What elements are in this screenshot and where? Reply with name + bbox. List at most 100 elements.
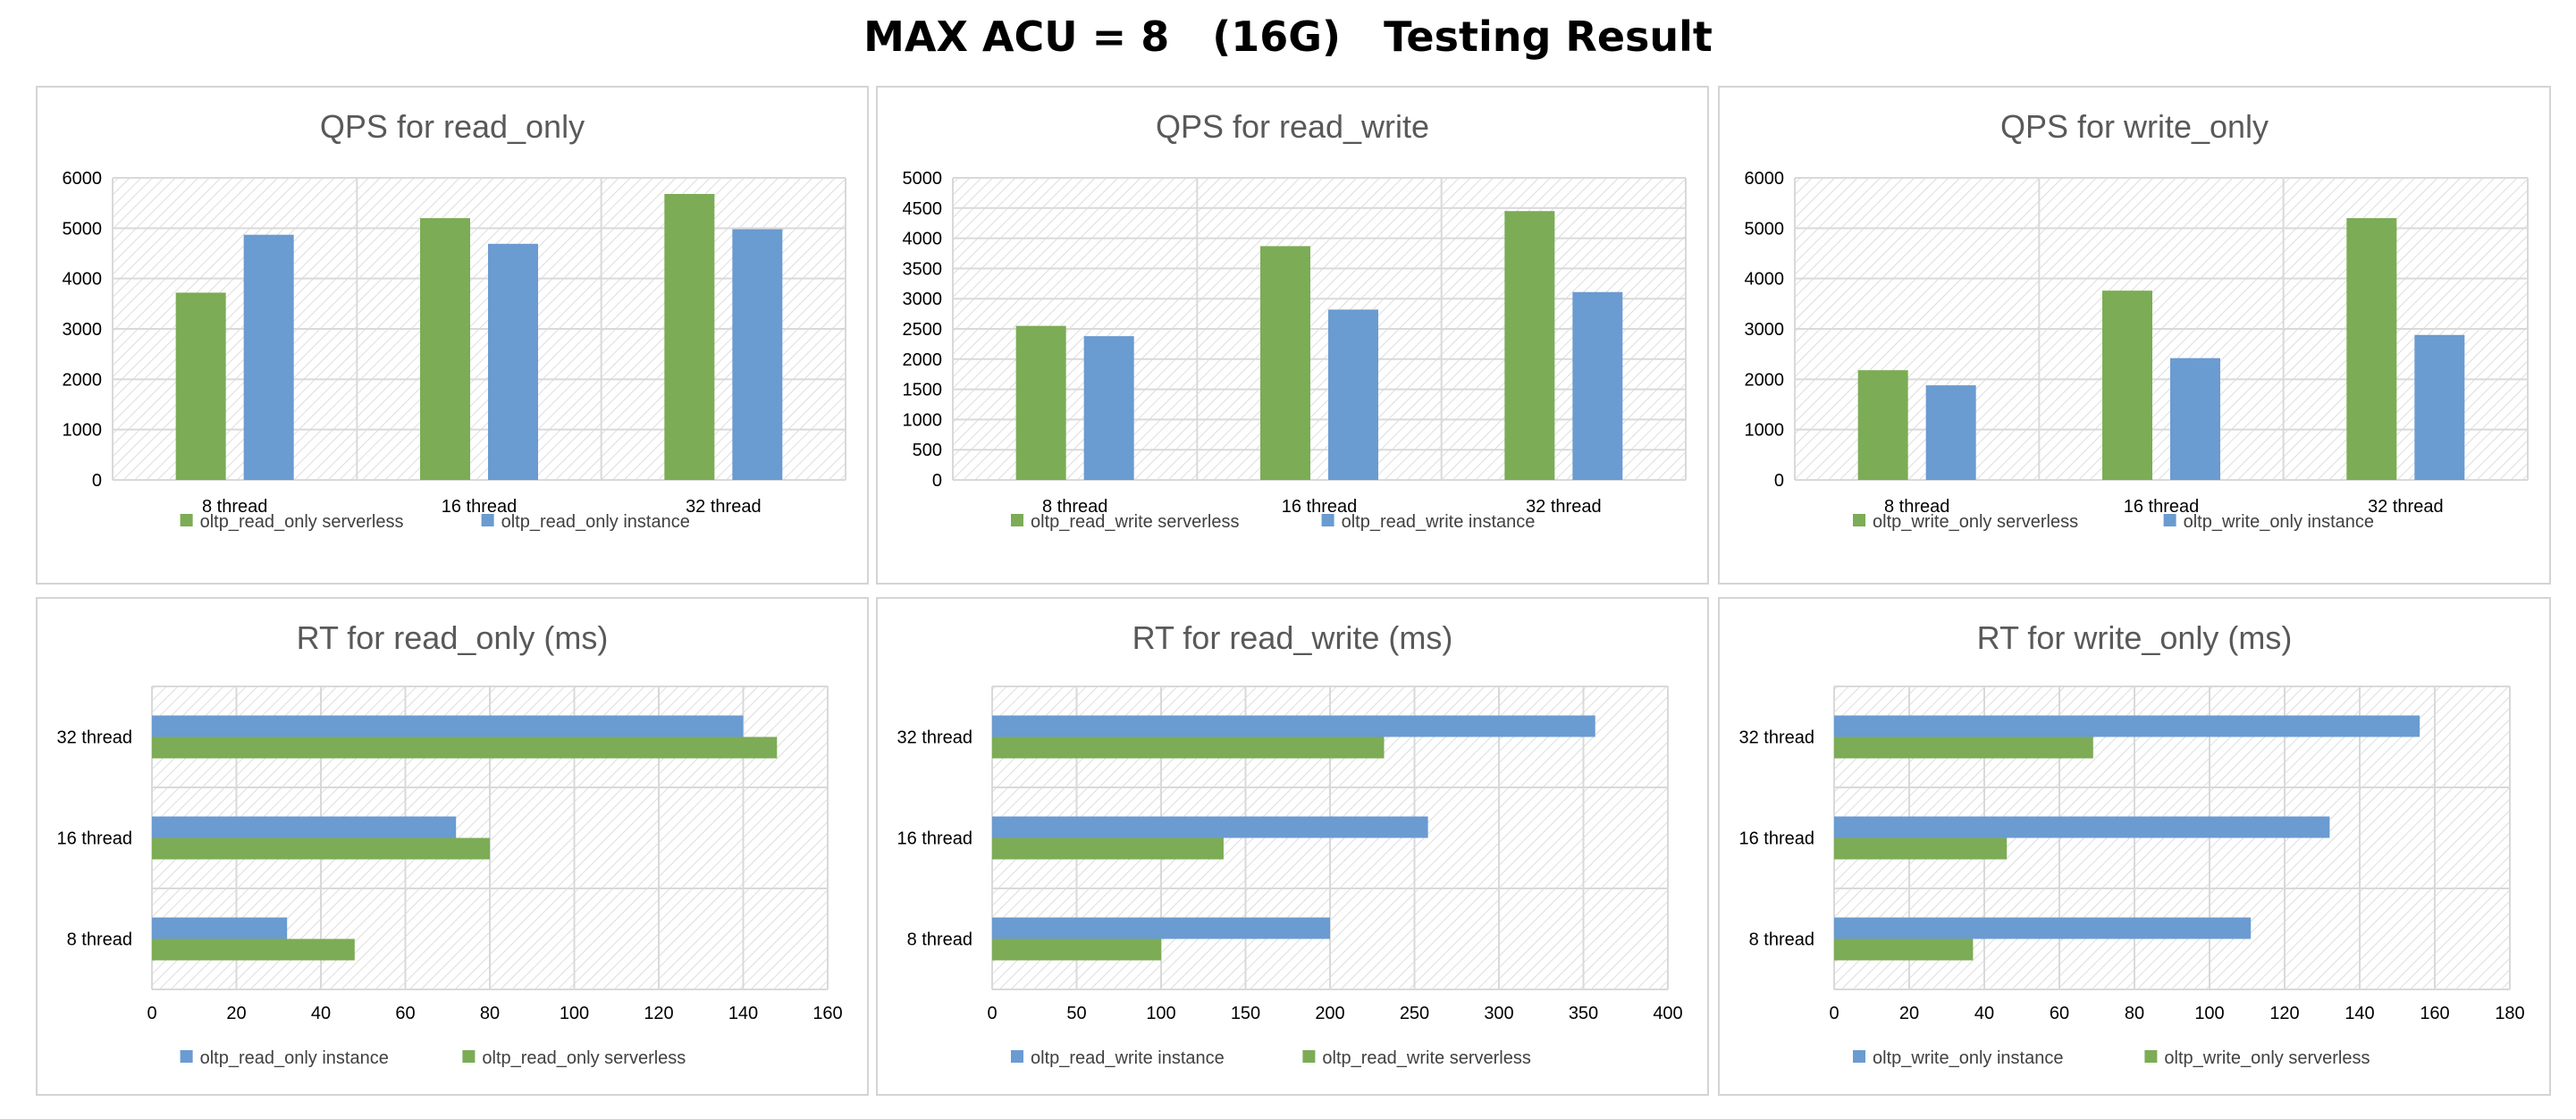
x-tick-label: 20 [1899,1004,1919,1023]
bar-oltp-write-only-serverless-8-thread [1834,938,1974,961]
y-tick-label: 1000 [63,421,103,441]
x-tick-label: 60 [2050,1004,2069,1023]
x-tick-label: 160 [812,1004,842,1023]
x-tick-label: 8 thread [202,497,267,517]
x-tick-label: 40 [311,1004,331,1023]
x-tick-label: 32 thread [686,497,762,517]
chart-panel-qps-read-write: QPS for read_write 0 500 1000 1500 2000 2500 30… [876,86,1709,585]
x-tick-label: 250 [1400,1004,1429,1023]
x-tick-label: 50 [1066,1004,1086,1023]
y-tick-label: 4000 [63,270,103,290]
y-tick-label: 4500 [903,199,943,219]
bar-oltp-read-only-serverless-16-thread [152,837,490,860]
legend-label: oltp_read_write instance [1031,1048,1225,1068]
x-tick-label: 16 thread [2124,497,2200,517]
y-tick-label: 2500 [903,320,943,340]
legend-label: oltp_write_only instance [2184,512,2374,532]
bar-oltp-read-only-serverless-32-thread [664,194,715,480]
chart-svg-rt-for-read-write-ms: RT for read_write (ms) 0 50 100 150 200 250 300… [897,619,1682,1068]
bar-oltp-read-only-serverless-32-thread [152,736,778,759]
x-tick-label: 32 thread [1526,497,1602,517]
legend-swatch-oltp-write-only-instance [1853,1050,1865,1063]
legend-swatch-oltp-read-write-instance [1011,1050,1023,1063]
bar-oltp-write-only-instance-32-thread [2414,334,2465,480]
bar-oltp-read-only-serverless-8-thread [152,938,355,961]
bar-oltp-read-write-serverless-16-thread [1260,246,1310,480]
x-tick-label: 0 [1829,1004,1839,1023]
bar-oltp-write-only-instance-16-thread [2170,358,2220,480]
bar-oltp-write-only-instance-32-thread [1834,715,2420,737]
x-tick-label: 200 [1315,1004,1344,1023]
chart-panel-rt-read-write: RT for read_write (ms) 0 50 100 150 200 250 300… [876,597,1709,1096]
y-tick-label: 1000 [1745,421,1785,441]
bar-oltp-write-only-serverless-16-thread [1834,837,2008,860]
x-tick-label: 32 thread [2368,497,2444,517]
y-tick-label: 8 thread [67,930,132,950]
y-tick-label: 2000 [63,370,103,390]
chart-title: QPS for read_only [320,108,585,145]
bar-oltp-read-write-serverless-32-thread [1504,211,1555,480]
chart-panel-rt-write-only: RT for write_only (ms) 0 20 40 60 80 100 120 140… [1718,597,2551,1096]
legend-swatch-oltp-write-only-instance [2163,514,2176,526]
chart-title: QPS for read_write [1156,108,1429,145]
y-tick-label: 3000 [903,290,943,309]
x-tick-label: 140 [2344,1004,2374,1023]
y-tick-label: 6000 [1745,169,1785,189]
bar-oltp-write-only-instance-8-thread [1925,385,1976,480]
x-tick-label: 8 thread [1884,497,1949,517]
x-tick-label: 400 [1653,1004,1682,1023]
bar-oltp-read-only-instance-32-thread [732,229,783,480]
chart-legend: oltp_write_only serverless oltp_write_onl… [1853,512,2374,532]
y-tick-label: 2000 [1745,370,1785,390]
y-tick-label: 16 thread [897,829,972,849]
x-tick-label: 120 [644,1004,673,1023]
x-tick-label: 80 [2125,1004,2144,1023]
bar-oltp-write-only-serverless-32-thread [2346,218,2397,481]
y-tick-label: 32 thread [1738,728,1814,748]
legend-label: oltp_write_only serverless [2164,1048,2370,1068]
y-tick-label: 16 thread [1738,829,1814,849]
bar-oltp-write-only-serverless-16-thread [2102,290,2152,480]
legend-label: oltp_read_write serverless [1031,512,1239,532]
y-tick-label: 5000 [63,219,103,239]
chart-svg-qps-for-read-only: QPS for read_only 0 1000 2000 3000 4000 5000 60… [63,108,846,532]
y-tick-label: 1000 [903,410,943,430]
legend-swatch-oltp-read-write-serverless [1302,1050,1316,1063]
x-tick-label: 150 [1231,1004,1260,1023]
x-tick-label: 160 [2420,1004,2449,1023]
chart-legend: oltp_read_only instance oltp_read_only se… [180,1048,686,1068]
bar-oltp-read-write-instance-16-thread [1328,309,1378,480]
y-tick-label: 8 thread [1749,930,1814,950]
bar-oltp-read-only-serverless-16-thread [420,218,470,481]
x-tick-label: 40 [1974,1004,1994,1023]
chart-title: QPS for write_only [2000,108,2269,145]
y-tick-label: 5000 [1745,219,1785,239]
legend-swatch-oltp-read-only-instance [481,514,494,526]
x-tick-label: 16 thread [442,497,518,517]
bar-oltp-read-write-serverless-8-thread [992,938,1161,961]
chart-panel-rt-read-only: RT for read_only (ms) 0 20 40 60 80 100 120 140 1… [36,597,869,1096]
y-tick-label: 3000 [1745,320,1785,340]
y-tick-label: 6000 [63,169,103,189]
x-tick-label: 300 [1484,1004,1513,1023]
x-tick-label: 100 [1146,1004,1175,1023]
chart-legend: oltp_write_only instance oltp_write_only … [1853,1048,2370,1068]
chart-svg-qps-for-write-only: QPS for write_only 0 1000 2000 3000 4000 5000 6… [1745,108,2529,532]
y-tick-label: 8 thread [907,930,972,950]
x-tick-label: 120 [2269,1004,2299,1023]
bar-oltp-read-write-instance-32-thread [1572,291,1623,480]
bar-oltp-read-only-instance-16-thread [488,243,538,480]
x-tick-label: 0 [147,1004,156,1023]
y-tick-label: 500 [913,441,942,460]
y-tick-label: 16 thread [56,829,132,849]
x-tick-label: 180 [2495,1004,2524,1023]
y-tick-label: 1500 [903,381,943,400]
y-tick-label: 4000 [1745,270,1785,290]
legend-swatch-oltp-read-only-instance [180,1050,193,1063]
x-tick-label: 8 thread [1042,497,1107,517]
x-tick-label: 60 [395,1004,415,1023]
legend-label: oltp_read_only serverless [482,1048,686,1068]
chart-legend: oltp_read_write serverless oltp_read_writ… [1011,512,1535,532]
bar-oltp-read-only-instance-8-thread [243,234,294,480]
x-tick-label: 16 thread [1282,497,1358,517]
